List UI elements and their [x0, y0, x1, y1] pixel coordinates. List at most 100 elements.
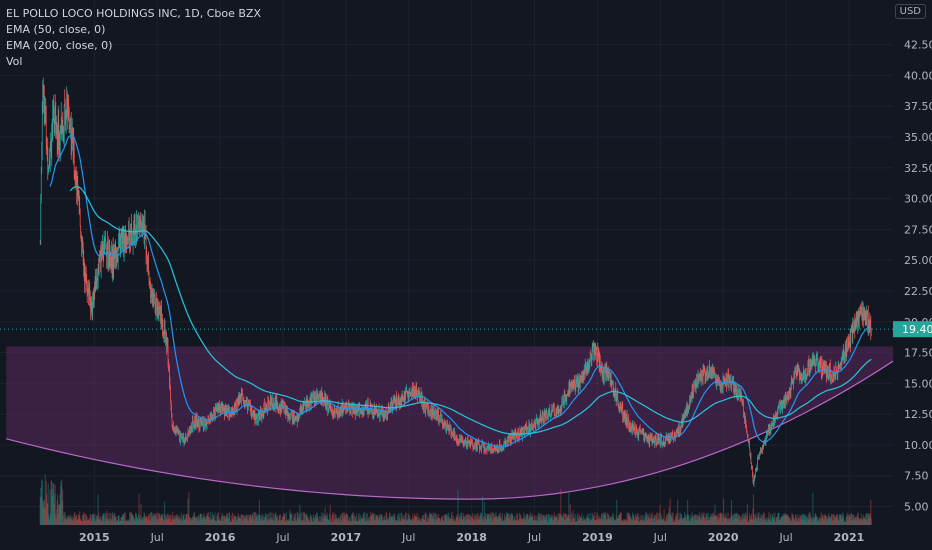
volume-bar	[613, 518, 615, 525]
ema50-legend[interactable]: EMA (50, close, 0)	[6, 23, 106, 36]
volume-bar	[666, 521, 668, 525]
currency-label[interactable]: USD	[894, 4, 926, 19]
volume-bar	[184, 518, 187, 525]
volume-bar	[256, 515, 258, 525]
symbol-title[interactable]: EL POLLO LOCO HOLDINGS INC, 1D, Cboe BZX	[6, 7, 262, 20]
volume-bar	[382, 519, 384, 525]
volume-bar	[83, 512, 85, 525]
volume-bar	[774, 521, 777, 525]
volume-bar	[146, 520, 149, 525]
volume-bar	[469, 514, 471, 525]
volume-bar	[376, 515, 378, 525]
volume-bar	[121, 517, 123, 525]
volume-bar	[596, 515, 598, 525]
volume-bar	[314, 521, 316, 525]
volume-bar	[48, 514, 50, 525]
volume-bar	[684, 515, 687, 525]
volume-bar	[772, 518, 775, 525]
volume-bar	[767, 517, 770, 525]
volume-bar	[298, 514, 300, 525]
volume-bar	[601, 520, 603, 525]
volume-bar	[770, 520, 773, 525]
volume-bar	[553, 512, 555, 525]
volume-bar	[218, 520, 221, 525]
volume-bar	[532, 516, 534, 525]
volume-bar	[824, 515, 826, 525]
volume-bar	[739, 521, 742, 525]
volume-bar	[688, 521, 691, 525]
volume-bar	[79, 518, 81, 525]
volume-bar	[666, 514, 668, 525]
price-axis[interactable]: 5.007.5010.0012.5015.0017.5020.0022.5025…	[893, 39, 932, 514]
volume-bar	[687, 514, 690, 525]
volume-bar	[329, 504, 331, 525]
volume-bar	[584, 518, 586, 525]
volume-bar	[391, 516, 393, 525]
volume-bar	[770, 521, 772, 525]
volume-bar	[366, 512, 368, 525]
volume-bar	[474, 513, 476, 525]
volume-bar	[428, 512, 431, 525]
volume-bar	[637, 513, 639, 525]
volume-bar	[506, 514, 508, 525]
volume-bar	[205, 516, 208, 525]
volume-bar	[526, 514, 528, 525]
volume-bar	[272, 518, 274, 525]
volume-bar	[52, 483, 54, 525]
volume-bar	[126, 520, 129, 525]
time-axis[interactable]: 2015 Jul 2016 Jul 2017 Jul 2018 Jul 2019 Jul 2020 J…	[79, 531, 864, 544]
volume-bar	[74, 512, 76, 525]
volume-bar	[196, 521, 199, 525]
volume-bar	[399, 521, 401, 525]
volume-bar	[725, 518, 728, 525]
volume-bar	[257, 520, 259, 525]
volume-bar	[380, 514, 382, 525]
volume-bar	[485, 518, 487, 525]
volume-bar	[219, 520, 222, 525]
volume-bar	[734, 512, 736, 525]
volume-bar	[255, 518, 257, 525]
volume-bar	[750, 515, 752, 525]
volume-bar	[212, 514, 215, 525]
volume-bar	[167, 519, 170, 525]
volume-bar	[780, 516, 783, 525]
volume-bar	[640, 519, 642, 525]
volume-bar	[482, 518, 484, 525]
volume-bar	[837, 514, 839, 525]
volume-legend[interactable]: Vol	[6, 55, 23, 68]
volume-bar	[685, 517, 687, 525]
volume-bar	[180, 512, 183, 525]
volume-bar	[869, 516, 871, 525]
ema200-legend[interactable]: EMA (200, close, 0)	[6, 39, 113, 52]
volume-bar	[131, 514, 133, 525]
volume-bar	[212, 519, 214, 525]
volume-bar	[460, 512, 462, 525]
volume-bar	[199, 512, 202, 525]
volume-bar	[503, 514, 506, 525]
volume-bar	[692, 520, 695, 525]
volume-bar	[466, 513, 468, 525]
volume-bar	[428, 518, 430, 525]
volume-bar	[423, 520, 426, 525]
volume-bar	[357, 520, 359, 525]
volume-bar	[402, 519, 405, 525]
volume-bar	[801, 515, 803, 525]
volume-bar	[303, 512, 305, 525]
volume-bar	[741, 514, 743, 525]
volume-bar	[260, 518, 262, 525]
volume-bar	[193, 513, 196, 525]
volume-bar	[504, 521, 506, 525]
volume-bar	[789, 519, 792, 525]
volume-bar	[567, 515, 569, 525]
volume-bar	[542, 514, 544, 525]
volume-bar	[346, 512, 348, 525]
volume-bar	[375, 514, 377, 525]
volume-bar	[511, 514, 514, 525]
volume-bar	[112, 520, 114, 525]
volume-bar	[300, 521, 302, 525]
volume-bar	[694, 514, 697, 525]
volume-bar	[337, 518, 339, 525]
volume-bar	[415, 516, 417, 525]
volume-bar	[705, 513, 707, 525]
